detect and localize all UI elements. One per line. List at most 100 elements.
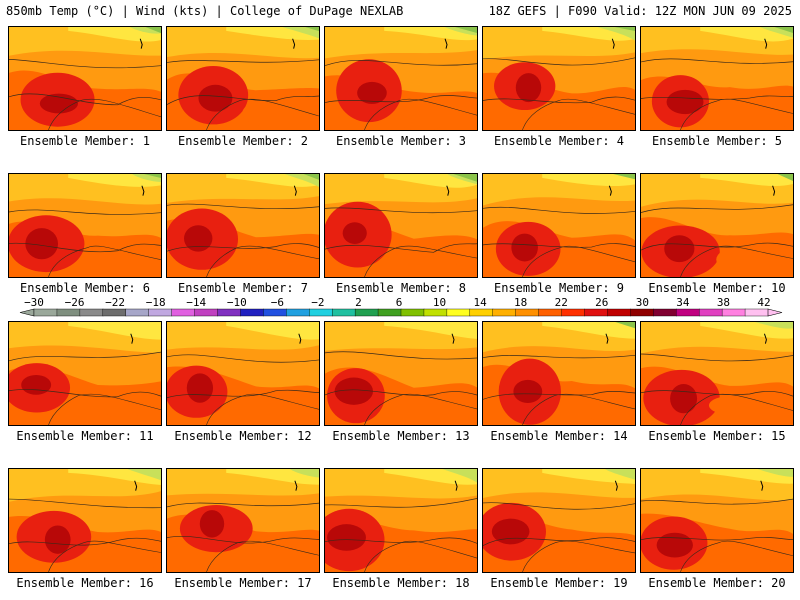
temperature-map — [325, 27, 477, 130]
ensemble-member-label: Ensemble Member: 16 — [16, 576, 154, 590]
colorbar-segment — [125, 308, 150, 317]
colorbar-segment — [400, 308, 425, 317]
colorbar-tick-label: 18 — [514, 296, 528, 309]
ensemble-member-label: Ensemble Member: 11 — [16, 429, 154, 443]
colorbar-segment — [676, 308, 700, 317]
colorbar-segment — [630, 308, 654, 317]
ensemble-member-label: Ensemble Member: 19 — [490, 576, 628, 590]
colorbar-segment — [744, 308, 769, 317]
ensemble-member-label: Ensemble Member: 5 — [651, 134, 783, 148]
colorbar-tick-label: 34 — [676, 296, 690, 309]
colorbar-tick-label: −2 — [311, 296, 325, 309]
ensemble-map-panel — [482, 173, 636, 278]
temperature-map — [483, 469, 635, 572]
ensemble-map-panel — [8, 468, 162, 573]
ensemble-member-label: Ensemble Member: 18 — [332, 576, 470, 590]
colorbar-segment — [309, 308, 333, 317]
ensemble-map-panel — [324, 468, 478, 573]
colorbar-tick-label: 2 — [355, 296, 362, 309]
colorbar-segment — [240, 308, 264, 317]
ensemble-map-panel — [640, 468, 794, 573]
temperature-map — [167, 469, 319, 572]
colorbar-segment — [515, 308, 540, 317]
colorbar-low-arrow — [19, 308, 35, 317]
colorbar-tick-label: −30 — [24, 296, 44, 309]
ensemble-member-label: Ensemble Member: 10 — [648, 281, 786, 295]
colorbar-tick-label: 22 — [554, 296, 568, 309]
ensemble-map-panel — [166, 321, 320, 426]
header-valid-time: 18Z GEFS | F090 Valid: 12Z MON JUN 09 20… — [488, 4, 792, 18]
colorbar-tick-label: 26 — [595, 296, 609, 309]
temperature-map — [325, 322, 477, 425]
ensemble-map-panel — [166, 26, 320, 131]
colorbar-tick-label: −14 — [186, 296, 207, 309]
colorbar-tick-label: −26 — [64, 296, 85, 309]
colorbar-tick-label: 6 — [395, 296, 403, 309]
temperature-map — [9, 469, 161, 572]
ensemble-map-panel — [324, 173, 478, 278]
ensemble-member-label: Ensemble Member: 1 — [19, 134, 151, 148]
colorbar-tick-label: −6 — [270, 296, 284, 309]
colorbar-segment — [446, 308, 471, 317]
temperature-map — [167, 174, 319, 277]
colorbar-segment — [148, 308, 173, 317]
ensemble-map-panel — [8, 26, 162, 131]
colorbar-tick-label: 42 — [757, 296, 771, 309]
colorbar-segment — [79, 308, 104, 317]
colorbar-segment — [263, 308, 287, 317]
ensemble-member-label: Ensemble Member: 3 — [335, 134, 467, 148]
temperature-map — [9, 322, 161, 425]
colorbar-tick-label: 30 — [635, 296, 649, 309]
colorbar-tick-label: −22 — [105, 296, 126, 309]
colorbar-segment — [194, 308, 218, 317]
colorbar-segment — [217, 308, 241, 317]
colorbar-segment — [171, 308, 196, 317]
colorbar-tick-label: −10 — [226, 296, 247, 309]
ensemble-member-label: Ensemble Member: 15 — [648, 429, 786, 443]
colorbar-segment — [377, 308, 402, 317]
ensemble-member-label: Ensemble Member: 8 — [335, 281, 467, 295]
temperature-map — [9, 27, 161, 130]
temperature-map — [483, 322, 635, 425]
temperature-map — [641, 27, 793, 130]
temperature-map — [641, 174, 793, 277]
colorbar-segment — [607, 308, 631, 317]
ensemble-map-panel — [166, 173, 320, 278]
temperature-colorbar — [19, 308, 783, 317]
ensemble-member-label: Ensemble Member: 4 — [493, 134, 625, 148]
colorbar-segment — [561, 308, 585, 317]
temperature-map — [167, 27, 319, 130]
colorbar-segment — [354, 308, 379, 317]
temperature-map — [641, 322, 793, 425]
colorbar-segment — [584, 308, 608, 317]
colorbar-segment — [698, 308, 723, 317]
ensemble-map-panel — [640, 26, 794, 131]
ensemble-member-label: Ensemble Member: 12 — [174, 429, 312, 443]
ensemble-map-panel — [640, 321, 794, 426]
colorbar-tick-label: 38 — [716, 296, 731, 309]
colorbar-segment — [538, 308, 563, 317]
ensemble-member-label: Ensemble Member: 17 — [174, 576, 312, 590]
header-title: 850mb Temp (°C) | Wind (kts) | College o… — [6, 4, 404, 18]
colorbar-segment — [469, 308, 494, 317]
ensemble-map-panel — [8, 173, 162, 278]
ensemble-member-label: Ensemble Member: 20 — [648, 576, 786, 590]
temperature-map — [483, 27, 635, 130]
colorbar-segment — [423, 308, 448, 317]
colorbar-segment — [331, 308, 356, 317]
colorbar-segment — [286, 308, 310, 317]
colorbar-tick-label: 14 — [473, 296, 487, 309]
colorbar-tick-label: 10 — [432, 296, 447, 309]
ensemble-map-panel — [324, 321, 478, 426]
colorbar-tick-label: −18 — [145, 296, 166, 309]
ensemble-member-label: Ensemble Member: 6 — [19, 281, 151, 295]
temperature-map — [325, 174, 477, 277]
colorbar-segment — [492, 308, 517, 317]
ensemble-member-label: Ensemble Member: 9 — [493, 281, 625, 295]
ensemble-member-label: Ensemble Member: 2 — [177, 134, 309, 148]
colorbar-segment — [721, 308, 746, 317]
colorbar-segment — [33, 308, 58, 317]
colorbar-segment — [653, 308, 677, 317]
ensemble-map-panel — [482, 321, 636, 426]
ensemble-map-panel — [482, 26, 636, 131]
